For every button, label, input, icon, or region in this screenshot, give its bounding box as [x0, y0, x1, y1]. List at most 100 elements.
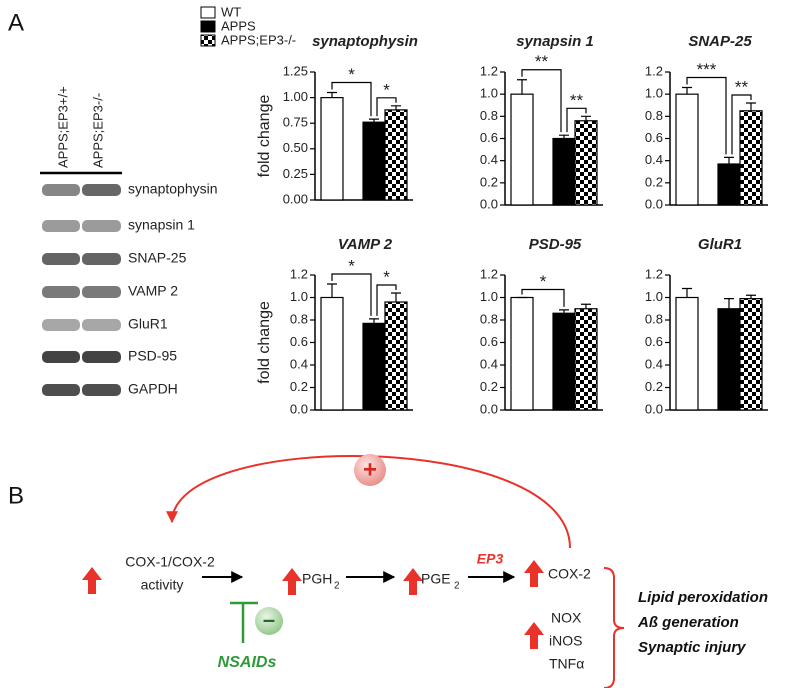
blot-band: [82, 253, 121, 265]
legend-label: APPS: [221, 18, 256, 33]
bar: [510, 296, 534, 411]
mediator: iNOS: [549, 633, 582, 649]
bar: [552, 312, 576, 411]
blot-band: [42, 184, 80, 196]
y-tick-label: 0.8: [480, 108, 498, 123]
legend-swatch: [200, 6, 216, 19]
outcome: Aß generation: [637, 614, 739, 631]
error-bar: [746, 102, 756, 111]
bar: [510, 93, 534, 206]
up-arrow: [524, 560, 544, 587]
y-tick-label: 1.0: [480, 289, 498, 304]
band-label: VAMP 2: [128, 283, 178, 299]
node-label: activity: [141, 577, 184, 593]
y-tick-label: 0.2: [290, 379, 308, 394]
inhibition-badge: [255, 607, 283, 635]
error-bar: [369, 118, 379, 123]
significance-bracket: [521, 288, 565, 307]
band-label: synapsin 1: [128, 217, 195, 233]
receptor-label: EP3: [477, 551, 504, 567]
bar-chart: synaptophysin fold change 0.00 0.25 0.50 0.75…: [256, 33, 418, 206]
error-bar: [391, 292, 401, 302]
mediator: TNFα: [549, 656, 584, 672]
y-tick-label: 0.50: [283, 140, 308, 155]
significance-bracket: [331, 81, 372, 117]
y-tick-label: 1.0: [480, 86, 498, 101]
bar: [384, 109, 408, 201]
y-tick-label: 0.6: [480, 334, 498, 349]
blot-band: [82, 184, 121, 196]
y-tick-label: 0.00: [283, 191, 308, 206]
y-tick-label: 0.75: [283, 115, 308, 130]
bar: [320, 96, 344, 201]
y-tick-label: 1.00: [283, 89, 308, 104]
bar: [574, 120, 598, 206]
outcome: Lipid peroxidation: [638, 589, 768, 606]
significance-label: **: [535, 52, 549, 71]
y-tick-label: 0.2: [645, 174, 663, 189]
significance-label: *: [540, 272, 547, 291]
node-label: PGE: [421, 571, 451, 587]
significance-bracket: [566, 107, 587, 133]
bar: [739, 298, 763, 411]
band-label: GluR1: [128, 316, 168, 332]
blot-band: [82, 220, 121, 232]
panel-label: B: [8, 482, 24, 509]
y-tick-label: 0.0: [645, 401, 663, 416]
bar-chart: GluR1 0.0 0.2 0.4 0.6 0.8 1.0 1.2: [645, 236, 768, 416]
y-tick-label: 1.2: [480, 266, 498, 281]
significance-bracket: [731, 94, 752, 155]
blot-band: [42, 351, 80, 363]
y-tick-label: 0.8: [480, 311, 498, 326]
bar: [362, 322, 386, 411]
bar-chart: synapsin 1 0.0 0.2 0.4 0.6 0.8 1.0 1.2 ** **: [480, 33, 603, 211]
up-arrow: [282, 568, 302, 595]
significance-bracket: [331, 273, 372, 316]
feedback-sign: +: [363, 456, 377, 483]
y-tick-label: 0.8: [645, 108, 663, 123]
blot-band: [82, 351, 121, 363]
blot-band: [82, 319, 121, 331]
brace: [603, 567, 625, 688]
bar: [717, 163, 741, 206]
y-tick-label: 0.25: [283, 166, 308, 181]
y-tick-label: 0.6: [645, 334, 663, 349]
significance-label: **: [735, 78, 749, 97]
node-label: COX-1/COX-2: [125, 554, 215, 570]
legend-label: WT: [221, 4, 241, 19]
y-tick-label: 0.0: [480, 401, 498, 416]
band-label: SNAP-25: [128, 250, 187, 266]
y-tick-label: 0.6: [290, 334, 308, 349]
mediator: NOX: [551, 610, 582, 626]
y-tick-label: 1.0: [290, 289, 308, 304]
y-tick-label: 1.0: [645, 86, 663, 101]
y-tick-label: 0.0: [645, 196, 663, 211]
chart-title: synapsin 1: [516, 33, 594, 50]
y-axis-label: fold change: [256, 95, 273, 178]
node-label: COX-2: [548, 566, 591, 582]
up-arrow: [524, 622, 544, 649]
significance-label: **: [570, 91, 584, 110]
y-tick-label: 0.6: [480, 130, 498, 145]
y-tick-label: 0.4: [480, 152, 498, 167]
error-bar: [391, 105, 401, 110]
chart-title: VAMP 2: [338, 236, 393, 253]
bar: [552, 137, 576, 206]
blot-band: [82, 286, 121, 298]
error-bar: [369, 318, 379, 324]
significance-bracket: [686, 76, 727, 155]
bar: [675, 93, 699, 206]
error-bar: [517, 79, 527, 95]
error-bar: [682, 86, 692, 95]
bar: [675, 296, 699, 411]
inhibition-sign: –: [263, 607, 275, 632]
y-tick-label: 0.0: [480, 196, 498, 211]
charts: synaptophysin fold change 0.00 0.25 0.50 0.75…: [256, 33, 768, 416]
outcome: Synaptic injury: [638, 639, 746, 656]
y-tick-label: 1.0: [645, 289, 663, 304]
bar: [362, 121, 386, 201]
legend-label: APPS;EP3-/-: [221, 32, 296, 47]
y-tick-label: 1.2: [480, 63, 498, 78]
error-bar: [559, 309, 569, 314]
